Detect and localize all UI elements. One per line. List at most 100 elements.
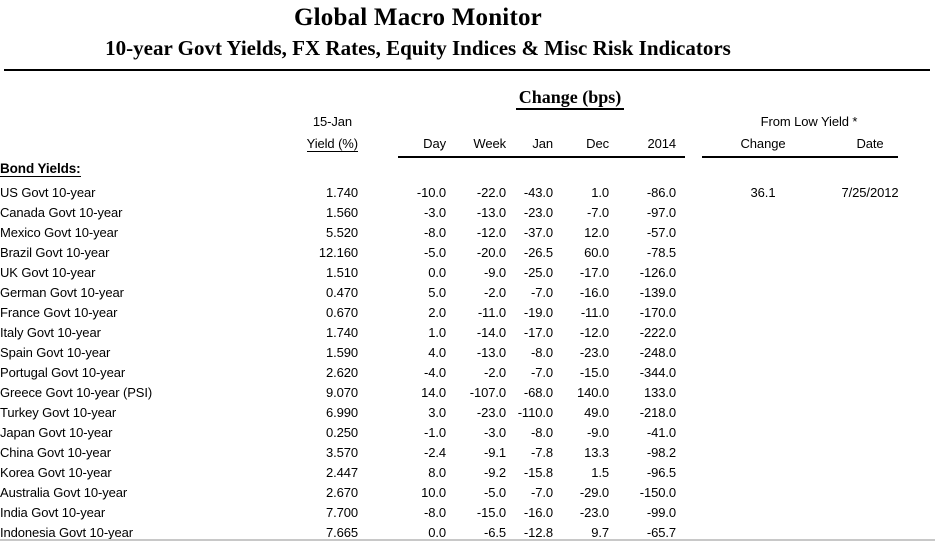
table-row: Indonesia Govt 10-year 7.665 0.0 -6.5 -12.8 9…	[0, 522, 916, 541]
cell-gap	[676, 182, 702, 202]
cell-low_change	[702, 362, 824, 382]
cell-yield: 9.070	[325, 384, 358, 400]
cell-yield: 7.700	[325, 504, 358, 520]
cell-dec: -12.0	[579, 324, 609, 340]
cell-y2014: 133.0	[643, 384, 676, 400]
cell-day: -8.0	[423, 224, 446, 240]
cell-jan: -7.8	[530, 444, 553, 460]
cell-y2014: -99.0	[646, 504, 676, 520]
cell-low_change	[702, 502, 824, 522]
cell-low_date	[824, 262, 916, 282]
asof-date-header: 15-Jan	[312, 113, 352, 129]
cell-low_date	[824, 322, 916, 342]
cell-day: -4.0	[423, 364, 446, 380]
cell-low_change	[702, 442, 824, 462]
page-title: Global Macro Monitor	[294, 4, 542, 31]
cell-day: 8.0	[428, 464, 446, 480]
cell-dec: -9.0	[586, 424, 609, 440]
cell-low_change	[702, 242, 824, 262]
cell-name: US Govt 10-year	[0, 184, 96, 200]
cell-jan: -12.8	[523, 524, 553, 540]
cell-yield: 2.670	[325, 484, 358, 500]
cell-y2014: -86.0	[646, 184, 676, 200]
cell-name: Greece Govt 10-year (PSI)	[0, 384, 153, 400]
cell-low_change	[702, 342, 824, 362]
header-row-1: 15-Jan From Low Yield *	[0, 110, 916, 132]
bottom-edge-line	[0, 539, 935, 541]
cell-y2014: -65.7	[646, 524, 676, 540]
cell-low_date	[824, 202, 916, 222]
cell-gap	[676, 502, 702, 522]
2014-col-header: 2014	[647, 135, 676, 151]
cell-jan: -8.0	[530, 424, 553, 440]
cell-y2014: -139.0	[639, 284, 676, 300]
cell-y2014: -78.5	[646, 244, 676, 260]
cell-name: France Govt 10-year	[0, 304, 118, 320]
table-row: France Govt 10-year 0.670 2.0 -11.0 -19.0 -11…	[0, 302, 916, 322]
cell-yield: 3.570	[325, 444, 358, 460]
bond-yields-section-label: Bond Yields:	[0, 160, 81, 177]
cell-dec: 13.3	[584, 444, 609, 460]
jan-col-header: Jan	[532, 135, 553, 151]
table-row: China Govt 10-year 3.570 -2.4 -9.1 -7.8 13.3 -…	[0, 442, 916, 462]
cell-name: Korea Govt 10-year	[0, 464, 112, 480]
cell-week: -15.0	[476, 504, 506, 520]
table-row: Turkey Govt 10-year 6.990 3.0 -23.0 -110.0 49…	[0, 402, 916, 422]
cell-dec: 49.0	[584, 404, 609, 420]
cell-day: 14.0	[421, 384, 446, 400]
cell-gap	[676, 442, 702, 462]
cell-day: 1.0	[428, 324, 446, 340]
cell-low_date	[824, 442, 916, 462]
low-date-col-header: Date	[856, 135, 884, 151]
cell-y2014: -218.0	[639, 404, 676, 420]
cell-name: Canada Govt 10-year	[0, 204, 123, 220]
cell-yield: 6.990	[325, 404, 358, 420]
cell-dec: -11.0	[580, 304, 609, 320]
cell-low_date	[824, 342, 916, 362]
cell-gap	[676, 382, 702, 402]
cell-name: German Govt 10-year	[0, 284, 124, 300]
cell-y2014: -126.0	[639, 264, 676, 280]
cell-low_change	[702, 482, 824, 502]
cell-yield: 1.510	[325, 264, 358, 280]
cell-week: -9.0	[483, 264, 506, 280]
cell-jan: -26.5	[523, 244, 553, 260]
cell-dec: 60.0	[584, 244, 609, 260]
cell-yield: 12.160	[318, 244, 358, 260]
cell-low_change	[702, 402, 824, 422]
cell-gap	[676, 302, 702, 322]
cell-name: China Govt 10-year	[0, 444, 111, 460]
cell-jan: -7.0	[530, 284, 553, 300]
table-row: Canada Govt 10-year 1.560 -3.0 -13.0 -23.0 -7…	[0, 202, 916, 222]
change-bps-label: Change (bps)	[515, 87, 625, 110]
cell-name: Indonesia Govt 10-year	[0, 524, 133, 540]
cell-low_change	[702, 262, 824, 282]
cell-low_date	[824, 462, 916, 482]
table-row: Mexico Govt 10-year 5.520 -8.0 -12.0 -37.0 12…	[0, 222, 916, 242]
cell-day: 0.0	[428, 264, 446, 280]
cell-week: -11.0	[477, 304, 506, 320]
cell-day: 2.0	[428, 304, 446, 320]
cell-yield: 5.520	[325, 224, 358, 240]
cell-gap	[676, 462, 702, 482]
cell-name: Japan Govt 10-year	[0, 424, 113, 440]
cell-gap	[676, 362, 702, 382]
bond-yields-tbody: US Govt 10-year 1.740 -10.0 -22.0 -43.0 1.0 -8…	[0, 182, 916, 541]
cell-day: -8.0	[423, 504, 446, 520]
cell-gap	[676, 482, 702, 502]
cell-jan: -43.0	[523, 184, 553, 200]
cell-jan: -68.0	[523, 384, 553, 400]
cell-y2014: -222.0	[639, 324, 676, 340]
cell-name: Italy Govt 10-year	[0, 324, 101, 340]
cell-name: India Govt 10-year	[0, 504, 106, 520]
yield-col-header: Yield (%)	[306, 135, 358, 152]
dec-col-header: Dec	[586, 135, 609, 151]
cell-jan: -17.0	[523, 324, 553, 340]
cell-yield: 2.447	[325, 464, 358, 480]
cell-gap	[676, 322, 702, 342]
cell-low_change	[702, 422, 824, 442]
cell-y2014: -170.0	[639, 304, 676, 320]
cell-jan: -15.8	[523, 464, 553, 480]
cell-y2014: -150.0	[639, 484, 676, 500]
cell-week: -2.0	[483, 364, 506, 380]
